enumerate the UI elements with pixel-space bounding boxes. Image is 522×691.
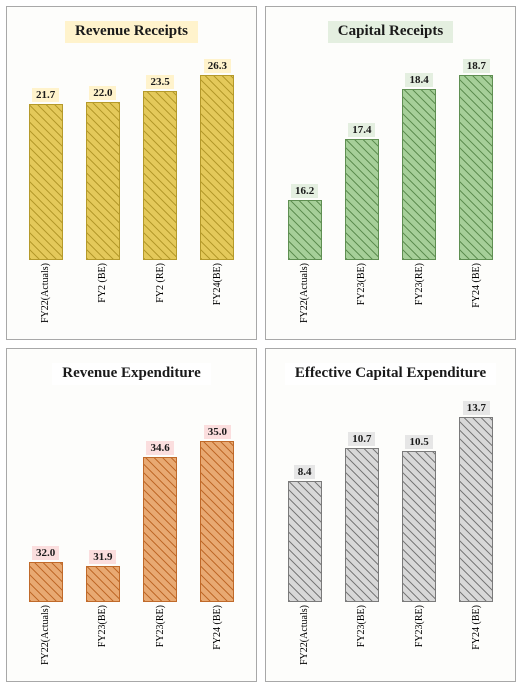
bar xyxy=(29,104,63,260)
value-label: 18.4 xyxy=(405,73,432,87)
x-label: FY2 (BE) xyxy=(75,263,130,335)
x-label: FY22(Actuals) xyxy=(18,605,73,677)
bar-col: 35.0 xyxy=(190,401,245,602)
x-axis: FY22(Actuals) FY23(BE) FY23(RE) FY24 (BE… xyxy=(270,261,511,335)
chart-title: Revenue Expenditure xyxy=(52,363,210,384)
bars-zone: 21.7 22.0 23.5 26.3 xyxy=(11,55,252,261)
bar xyxy=(345,448,379,602)
bar-col: 34.6 xyxy=(133,401,188,602)
value-label: 18.7 xyxy=(463,59,490,73)
chart-area: 8.4 10.7 10.5 13.7 FY22(Actuals) xyxy=(270,397,511,677)
bar xyxy=(143,91,177,260)
x-label: FY22(Actuals) xyxy=(18,263,73,335)
bar-col: 26.3 xyxy=(190,59,245,260)
bar xyxy=(29,562,63,602)
panel-revenue-receipts: Revenue Receipts 21.7 22.0 23.5 26.3 xyxy=(6,6,257,340)
title-wrap: Revenue Receipts xyxy=(11,13,252,51)
bar xyxy=(143,457,177,602)
x-label: FY22(Actuals) xyxy=(277,263,332,335)
chart-area: 21.7 22.0 23.5 26.3 FY22(Actuals) xyxy=(11,55,252,335)
value-label: 10.7 xyxy=(348,432,375,446)
x-label: FY2 (RE) xyxy=(133,263,188,335)
panel-capital-receipts: Capital Receipts 16.2 17.4 18.4 18.7 xyxy=(265,6,516,340)
value-label: 8.4 xyxy=(294,465,316,479)
bar-col: 10.7 xyxy=(334,401,389,602)
bar xyxy=(402,451,436,602)
bar-col: 18.4 xyxy=(392,59,447,260)
chart-area: 16.2 17.4 18.4 18.7 FY22(Actuals) xyxy=(270,55,511,335)
x-axis: FY22(Actuals) FY23(BE) FY23(RE) FY24 (BE… xyxy=(270,603,511,677)
value-label: 34.6 xyxy=(146,441,173,455)
bar xyxy=(86,566,120,602)
value-label: 26.3 xyxy=(204,59,231,73)
value-label: 10.5 xyxy=(405,435,432,449)
value-label: 13.7 xyxy=(463,401,490,415)
chart-grid: Revenue Receipts 21.7 22.0 23.5 26.3 xyxy=(6,6,516,682)
panel-revenue-expenditure: Revenue Expenditure 32.0 31.9 34.6 35.0 xyxy=(6,348,257,682)
bar xyxy=(459,417,493,602)
bar-col: 31.9 xyxy=(75,401,130,602)
x-label: FY24 (BE) xyxy=(449,605,504,677)
bar-col: 21.7 xyxy=(18,59,73,260)
x-axis: FY22(Actuals) FY2 (BE) FY2 (RE) FY24(BE) xyxy=(11,261,252,335)
bar-col: 10.5 xyxy=(392,401,447,602)
title-wrap: Revenue Expenditure xyxy=(11,355,252,393)
bar-col: 8.4 xyxy=(277,401,332,602)
bar-col: 13.7 xyxy=(449,401,504,602)
x-label: FY24(BE) xyxy=(190,263,245,335)
x-label: FY23(BE) xyxy=(334,605,389,677)
chart-title: Capital Receipts xyxy=(328,21,453,42)
panel-effective-capital-expenditure: Effective Capital Expenditure 8.4 10.7 1… xyxy=(265,348,516,682)
bar-col: 22.0 xyxy=(75,59,130,260)
value-label: 31.9 xyxy=(89,550,116,564)
x-axis: FY22(Actuals) FY23(BE) FY23(RE) FY24 (BE… xyxy=(11,603,252,677)
value-label: 23.5 xyxy=(146,75,173,89)
bars-zone: 8.4 10.7 10.5 13.7 xyxy=(270,397,511,603)
x-label: FY23(RE) xyxy=(392,605,447,677)
x-label: FY24 (BE) xyxy=(190,605,245,677)
x-label: FY23(RE) xyxy=(392,263,447,335)
x-label: FY23(BE) xyxy=(75,605,130,677)
bar xyxy=(345,139,379,260)
chart-area: 32.0 31.9 34.6 35.0 FY22(Actuals) xyxy=(11,397,252,677)
bar-col: 23.5 xyxy=(133,59,188,260)
value-label: 17.4 xyxy=(348,123,375,137)
bar xyxy=(288,481,322,602)
bars-zone: 32.0 31.9 34.6 35.0 xyxy=(11,397,252,603)
bar xyxy=(200,441,234,602)
value-label: 32.0 xyxy=(32,546,59,560)
x-label: FY24 (BE) xyxy=(449,263,504,335)
chart-title: Revenue Receipts xyxy=(65,21,198,42)
x-label: FY23(RE) xyxy=(133,605,188,677)
chart-title: Effective Capital Expenditure xyxy=(285,363,496,384)
title-wrap: Capital Receipts xyxy=(270,13,511,51)
value-label: 35.0 xyxy=(204,425,231,439)
x-label: FY23(BE) xyxy=(334,263,389,335)
bar xyxy=(459,75,493,260)
bar-col: 17.4 xyxy=(334,59,389,260)
bars-zone: 16.2 17.4 18.4 18.7 xyxy=(270,55,511,261)
bar xyxy=(200,75,234,260)
bar xyxy=(86,102,120,260)
x-label: FY22(Actuals) xyxy=(277,605,332,677)
value-label: 16.2 xyxy=(291,184,318,198)
bar-col: 32.0 xyxy=(18,401,73,602)
bar-col: 18.7 xyxy=(449,59,504,260)
bar-col: 16.2 xyxy=(277,59,332,260)
value-label: 22.0 xyxy=(89,86,116,100)
bar xyxy=(288,200,322,260)
bar xyxy=(402,89,436,260)
value-label: 21.7 xyxy=(32,88,59,102)
title-wrap: Effective Capital Expenditure xyxy=(270,355,511,393)
